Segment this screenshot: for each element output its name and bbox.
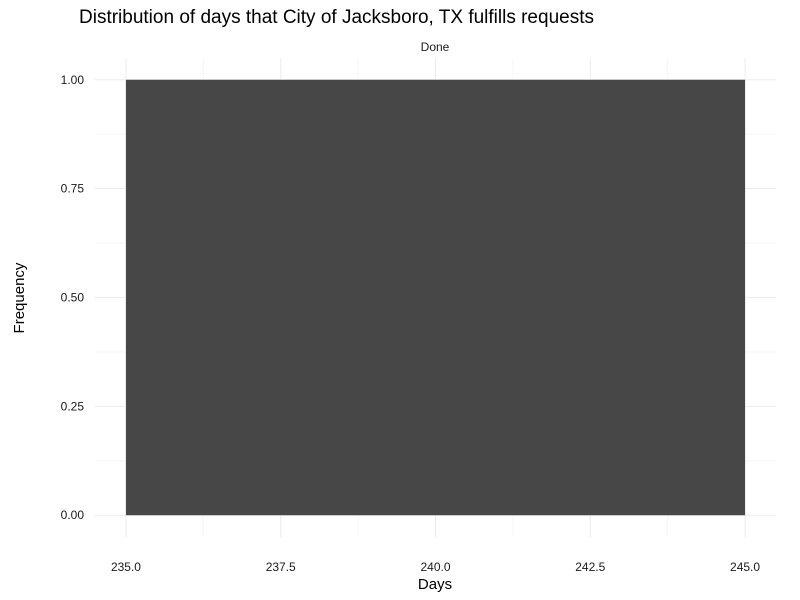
histogram-bar (125, 79, 746, 516)
y-axis-ticks: 0.00 0.25 0.50 0.75 1.00 (61, 73, 85, 522)
x-tick-label: 237.5 (266, 560, 296, 574)
x-axis-ticks: 235.0 237.5 240.0 242.5 245.0 (111, 560, 760, 574)
x-tick-label: 235.0 (111, 560, 141, 574)
x-axis-title: Days (418, 576, 452, 593)
y-tick-label: 0.00 (61, 508, 85, 522)
chart-title: Distribution of days that City of Jacksb… (79, 7, 594, 28)
y-axis-title: Frequency (11, 262, 28, 333)
x-tick-label: 240.0 (420, 560, 450, 574)
x-tick-label: 245.0 (730, 560, 760, 574)
y-tick-label: 0.50 (61, 291, 85, 305)
facet-strip-label: Done (421, 40, 450, 54)
y-tick-label: 0.25 (61, 399, 85, 413)
y-tick-label: 0.75 (61, 182, 85, 196)
x-tick-label: 242.5 (575, 560, 605, 574)
y-tick-label: 1.00 (61, 73, 85, 87)
bars (125, 79, 746, 516)
